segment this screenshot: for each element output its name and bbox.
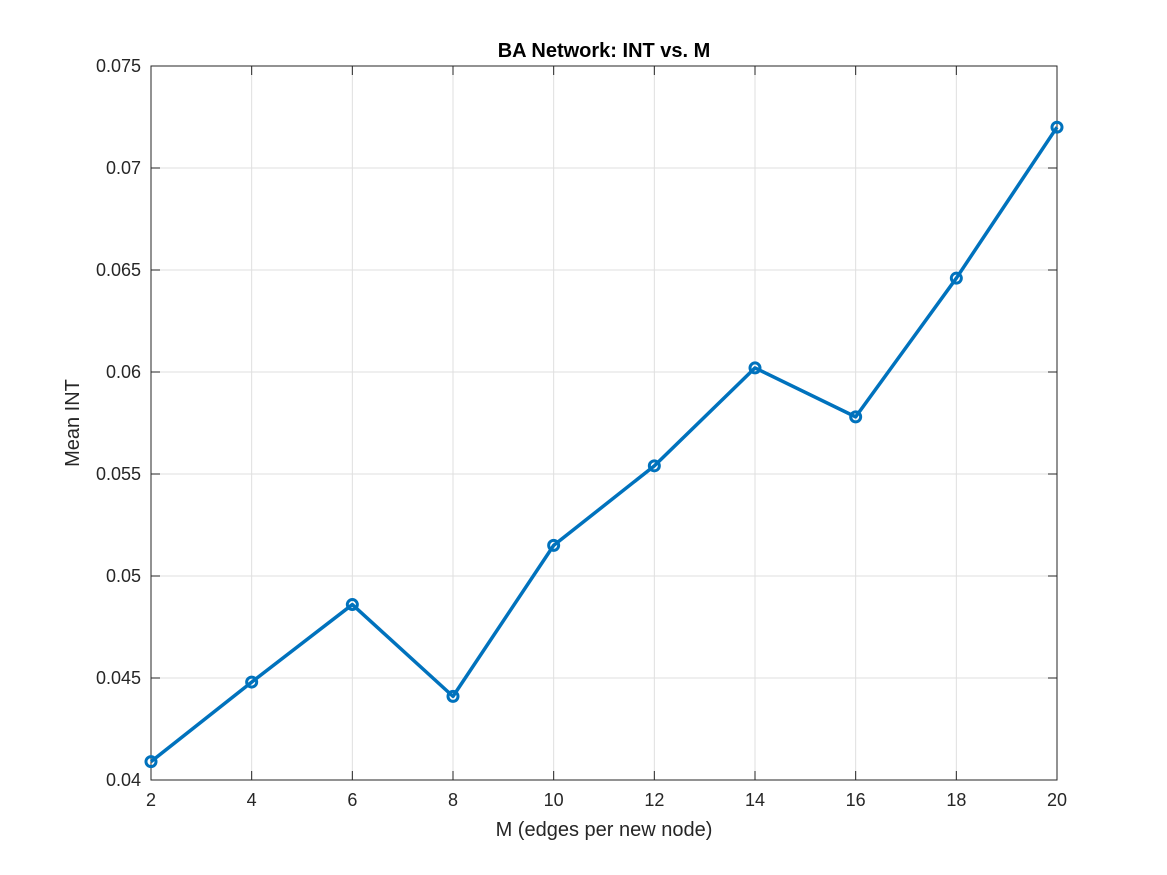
x-tick-label: 2 xyxy=(146,790,156,810)
y-tick-label: 0.045 xyxy=(96,668,141,688)
x-tick-label: 20 xyxy=(1047,790,1067,810)
data-point-marker xyxy=(949,271,963,285)
data-point-marker xyxy=(647,459,661,473)
x-tick-label: 16 xyxy=(846,790,866,810)
chart-title: BA Network: INT vs. M xyxy=(498,40,711,62)
grid-lines xyxy=(150,65,1058,781)
y-tick-label: 0.075 xyxy=(96,56,141,76)
y-tick-label: 0.04 xyxy=(106,770,141,790)
series-line xyxy=(149,126,1059,764)
y-tick-label: 0.06 xyxy=(106,362,141,382)
plot-area-box xyxy=(150,65,1058,781)
data-point-marker xyxy=(446,689,460,703)
y-tick-label: 0.065 xyxy=(96,260,141,280)
data-point-marker xyxy=(748,361,762,375)
data-point-marker xyxy=(144,755,158,769)
x-tick-label: 6 xyxy=(347,790,357,810)
y-axis-label: Mean INT xyxy=(62,379,84,467)
axis-ticks: 2 4 6 8 10 12 14 16 18 20 0.04 0.045 0.05 0.055 0.06 0.… xyxy=(96,56,1067,810)
x-tick-label: 14 xyxy=(745,790,765,810)
data-point-marker xyxy=(245,675,259,689)
x-tick-label: 10 xyxy=(544,790,564,810)
y-tick-label: 0.07 xyxy=(106,158,141,178)
x-tick-label: 18 xyxy=(946,790,966,810)
x-axis-label: M (edges per new node) xyxy=(496,819,713,841)
data-point-marker xyxy=(849,410,863,424)
data-point-marker xyxy=(345,598,359,612)
data-point-marker xyxy=(1050,120,1064,134)
x-tick-label: 12 xyxy=(644,790,664,810)
data-series xyxy=(144,120,1064,769)
x-tick-label: 4 xyxy=(247,790,257,810)
x-tick-label: 8 xyxy=(448,790,458,810)
data-point-marker xyxy=(547,538,561,552)
y-tick-label: 0.05 xyxy=(106,566,141,586)
y-tick-label: 0.055 xyxy=(96,464,141,484)
